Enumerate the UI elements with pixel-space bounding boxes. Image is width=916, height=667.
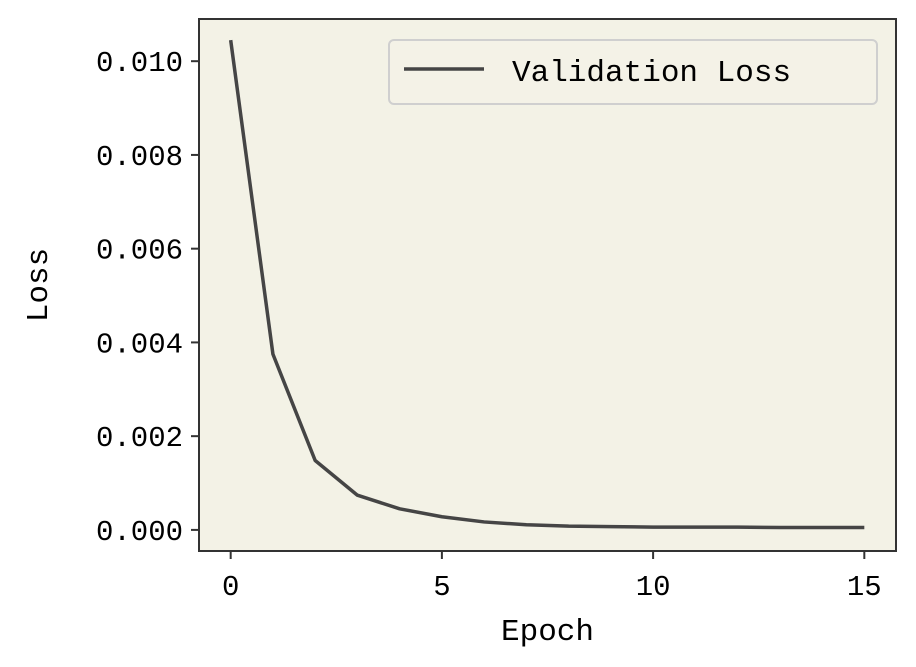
x-tick-label: 5: [433, 571, 450, 604]
legend-label-validation-loss: Validation Loss: [512, 56, 791, 91]
y-tick-label: 0.004: [96, 328, 183, 361]
y-tick-label: 0.000: [96, 516, 183, 549]
y-tick-label: 0.006: [96, 235, 183, 268]
y-axis: 0.000 0.002 0.004 0.006 0.008 0.010: [96, 47, 199, 549]
series-layer: [228, 39, 865, 530]
legend: Validation Loss: [388, 39, 878, 105]
y-tick-label: 0.002: [96, 422, 183, 455]
x-tick-label: 10: [636, 571, 671, 604]
x-tick-label: 0: [222, 571, 239, 604]
legend-box: [388, 39, 878, 105]
y-axis-title: Loss: [22, 248, 57, 322]
y-tick-label: 0.010: [96, 47, 183, 80]
series-line-0: [228, 39, 865, 530]
y-tick-label: 0.008: [96, 141, 183, 174]
x-axis-title: Epoch: [501, 615, 594, 650]
plot-frame: [198, 18, 897, 552]
x-axis: 0 5 10 15: [222, 551, 882, 604]
x-tick-label: 15: [847, 571, 882, 604]
